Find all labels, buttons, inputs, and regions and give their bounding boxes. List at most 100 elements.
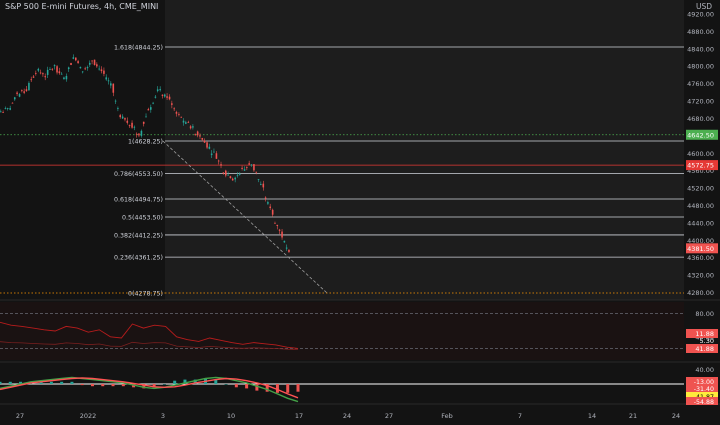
- candle-body: [72, 57, 75, 59]
- macd-histogram-bar: [265, 384, 269, 392]
- candle-body: [58, 71, 61, 74]
- macd-histogram-bar: [183, 379, 187, 384]
- candle-body: [128, 125, 131, 126]
- candle-body: [138, 133, 140, 136]
- candle-body: [285, 247, 288, 249]
- candle-body: [267, 202, 269, 204]
- time-tick-label: 17: [295, 412, 303, 420]
- fib-level-label: 0.618(4494.75): [114, 197, 163, 204]
- time-tick-label: 14: [588, 412, 596, 420]
- macd-tag: [686, 377, 718, 385]
- candle-body: [175, 112, 178, 114]
- macd-histogram-bar: [234, 384, 238, 388]
- time-tick-label: 21: [629, 412, 637, 420]
- macd-histogram-bar: [224, 384, 228, 385]
- fib-level-label: 1(4628.25): [128, 138, 163, 145]
- rsi-tick-label: 80.00: [695, 310, 714, 318]
- macd-histogram-bar: [8, 381, 12, 384]
- candle-body: [156, 89, 159, 92]
- macd-histogram-bar: [121, 384, 125, 387]
- rsi-tag-label: 41.88: [695, 345, 714, 353]
- price-tick-label: 4840.00: [687, 45, 714, 53]
- fib-level-label: 0(4278.75): [128, 291, 163, 298]
- candle-body: [220, 164, 222, 166]
- macd-histogram-bar: [60, 381, 64, 384]
- candle-body: [75, 57, 77, 61]
- candle-body: [163, 94, 166, 97]
- macd-histogram-bar: [275, 384, 279, 393]
- candle-body: [105, 77, 108, 80]
- macd-tag: [686, 384, 718, 392]
- rsi-tag-label: 11.88: [695, 330, 714, 338]
- candle-body: [46, 69, 49, 75]
- candle-body: [135, 133, 138, 135]
- price-axis-strip: [684, 0, 720, 425]
- candle-body: [288, 249, 290, 252]
- macd-histogram-bar: [245, 384, 249, 389]
- candle-body: [238, 173, 241, 175]
- candle-body: [281, 231, 283, 238]
- fib-level-label: 0.5(4453.50): [122, 214, 163, 221]
- time-tick-label: 3: [161, 412, 165, 420]
- macd-histogram-bar: [162, 384, 166, 385]
- price-tag-label: 4642.50: [687, 131, 714, 139]
- macd-tag: [686, 397, 718, 405]
- candle-body: [107, 80, 110, 82]
- candle-body: [248, 163, 250, 165]
- price-tag: [686, 160, 718, 171]
- price-tick-label: 4560.00: [687, 167, 714, 175]
- price-tick-label: 4600.00: [687, 150, 714, 158]
- candle-body: [142, 121, 145, 124]
- macd-histogram-bar: [255, 384, 259, 391]
- candle-body: [278, 229, 281, 231]
- candle-body: [213, 151, 215, 153]
- candle-body: [126, 120, 129, 123]
- fib-level-label: 1.618(4844.25): [114, 45, 163, 52]
- candle-body: [119, 115, 121, 118]
- candle-body: [206, 142, 208, 148]
- candle-body: [86, 67, 89, 69]
- candle-body: [2, 112, 4, 113]
- candle-body: [79, 66, 82, 69]
- candle-body: [166, 96, 168, 98]
- candle-body: [56, 66, 58, 73]
- time-tick-label: 24: [672, 412, 680, 420]
- macd-tick-label: 40.00: [695, 366, 714, 374]
- symbol-title[interactable]: S&P 500 E-mini Futures, 4h, CME_MINI: [5, 2, 159, 11]
- candle-body: [9, 108, 11, 110]
- candle-body: [98, 68, 100, 70]
- candle-body: [222, 172, 225, 174]
- price-tick-label: 4280.00: [687, 289, 714, 297]
- candle-body: [51, 68, 54, 70]
- price-tick-label: 4760.00: [687, 80, 714, 88]
- macd-histogram-bar: [70, 381, 74, 384]
- candle-body: [60, 73, 63, 75]
- price-tick-label: 4800.00: [687, 63, 714, 71]
- candle-body: [4, 107, 7, 109]
- price-tick-label: 4400.00: [687, 237, 714, 245]
- candle-body: [53, 65, 56, 67]
- price-tick-label: 4520.00: [687, 185, 714, 193]
- candle-body: [187, 121, 190, 123]
- candle-body: [194, 134, 196, 135]
- price-tick-label: 4320.00: [687, 272, 714, 280]
- candle-body: [88, 62, 91, 65]
- rsi-tag: [686, 329, 718, 338]
- macd-histogram-bar: [286, 384, 290, 393]
- candle-body: [70, 62, 72, 66]
- candle-body: [276, 224, 279, 226]
- candle-body: [91, 60, 93, 62]
- fib-level-label: 0.786(4553.50): [114, 171, 163, 178]
- candle-body: [241, 167, 243, 169]
- candle-body: [199, 135, 201, 137]
- fib-level-label: 0.236(4361.25): [114, 255, 163, 262]
- candle-body: [253, 164, 255, 171]
- rsi-background: [0, 302, 684, 360]
- time-tick-label: 2022: [80, 412, 97, 420]
- candle-body: [264, 197, 267, 199]
- candle-body: [37, 68, 40, 71]
- candle-body: [0, 111, 2, 113]
- candle-body: [271, 209, 274, 215]
- candle-body: [96, 64, 98, 67]
